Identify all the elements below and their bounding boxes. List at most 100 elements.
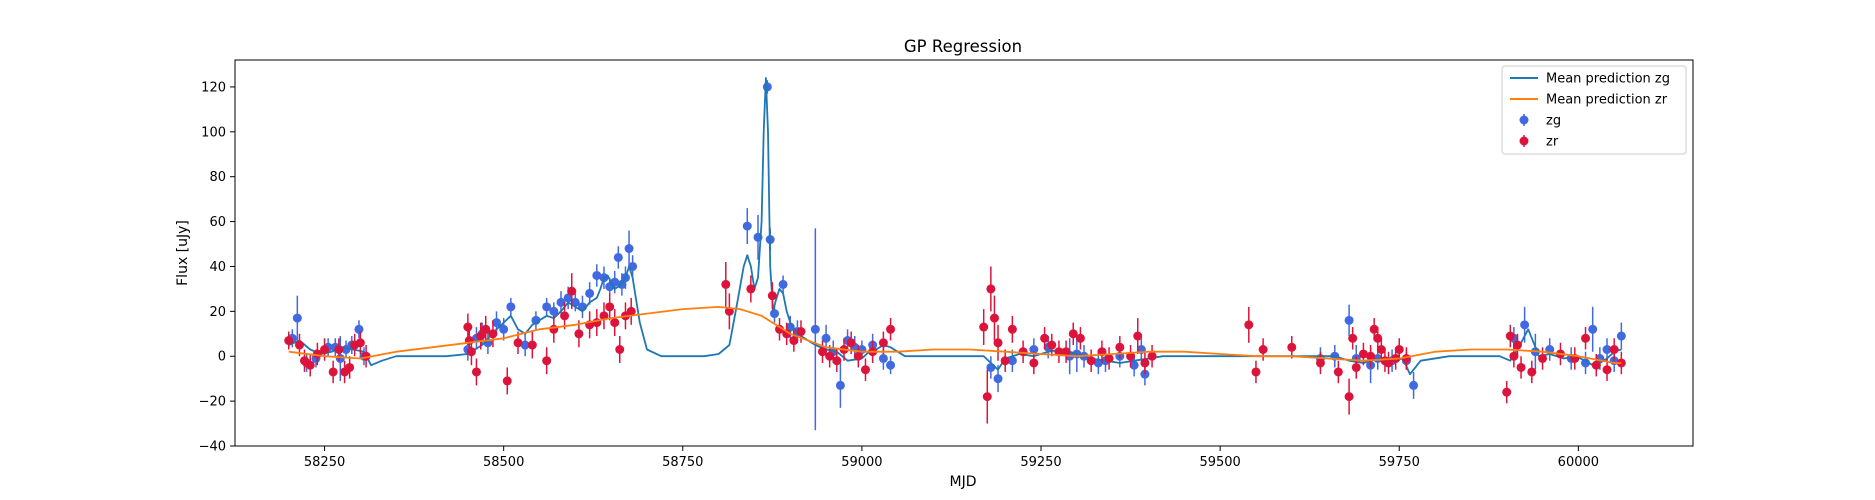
- data-point-zg: [1588, 324, 1598, 334]
- data-point-zr: [471, 367, 481, 377]
- data-point-zr: [463, 322, 473, 332]
- data-point-zr: [560, 311, 570, 321]
- data-point-zg: [335, 353, 345, 363]
- data-point-zr: [1527, 367, 1537, 377]
- y-tick-label: 40: [209, 260, 226, 275]
- data-point-zr: [1029, 358, 1039, 368]
- data-point-zr: [328, 367, 338, 377]
- data-point-zr: [1502, 387, 1512, 397]
- legend-label: Mean prediction zr: [1546, 93, 1668, 108]
- data-point-zr: [574, 329, 584, 339]
- data-point-zr: [982, 392, 992, 402]
- data-point-zr: [1007, 324, 1017, 334]
- data-point-zr: [294, 340, 304, 350]
- data-point-zr: [1061, 347, 1071, 357]
- data-point-zr: [1394, 345, 1404, 354]
- data-point-zr: [989, 313, 999, 323]
- data-point-zr: [1104, 353, 1114, 363]
- y-tick-label: 20: [209, 305, 226, 320]
- data-point-zr: [1351, 362, 1361, 372]
- legend-label: Mean prediction zg: [1546, 72, 1670, 87]
- data-point-zr: [993, 338, 1003, 348]
- series-zg-points: [287, 80, 1626, 431]
- data-point-zr: [1140, 358, 1150, 368]
- y-axis: −40 −20 0 20 40 60 80 100 120: [199, 80, 235, 455]
- data-point-zr: [1040, 333, 1050, 343]
- data-point-zg: [499, 324, 509, 334]
- data-point-zr: [846, 338, 856, 348]
- data-point-zr: [1068, 329, 1078, 339]
- data-point-zr: [1373, 333, 1383, 343]
- data-point-zr: [775, 324, 785, 334]
- y-tick-label: 120: [201, 80, 226, 95]
- data-point-zr: [1344, 392, 1354, 402]
- y-tick-label: 0: [218, 350, 226, 365]
- data-point-zr: [1509, 351, 1519, 361]
- data-point-zr: [1333, 367, 1343, 377]
- x-tick-label: 58500: [483, 455, 524, 470]
- data-point-zr: [481, 324, 491, 334]
- y-tick-label: 80: [209, 170, 226, 185]
- x-tick-label: 59750: [1379, 455, 1420, 470]
- data-point-zr: [626, 306, 636, 316]
- data-point-zr: [1602, 365, 1612, 375]
- data-point-zr: [605, 302, 615, 312]
- legend: Mean prediction zg Mean prediction zr zg zr: [1501, 65, 1687, 155]
- data-point-zg: [585, 288, 595, 298]
- y-axis-label: Flux [uJy]: [175, 220, 191, 286]
- data-point-zr: [476, 331, 486, 341]
- data-point-zr: [527, 340, 537, 350]
- data-point-zr: [334, 345, 344, 354]
- data-point-zg: [1129, 360, 1139, 370]
- data-point-zg: [778, 279, 788, 289]
- data-point-zr: [746, 284, 756, 294]
- data-point-zr: [610, 318, 620, 328]
- x-tick-label: 59250: [1020, 455, 1061, 470]
- data-point-zg: [1520, 320, 1530, 330]
- data-point-zr: [1581, 333, 1591, 343]
- data-point-zr: [1000, 356, 1010, 366]
- data-point-zr: [825, 351, 835, 361]
- data-point-zg: [810, 324, 820, 334]
- data-point-zg: [492, 318, 502, 328]
- data-point-zg: [292, 313, 302, 323]
- data-point-zr: [1512, 340, 1522, 350]
- data-point-zr: [1609, 345, 1619, 354]
- legend-label: zr: [1546, 135, 1559, 150]
- data-point-zg: [1007, 356, 1017, 366]
- data-point-zr: [1538, 353, 1548, 363]
- data-point-zr: [1516, 362, 1526, 372]
- x-axis-label: MJD: [950, 474, 977, 490]
- data-point-zg: [769, 309, 779, 319]
- data-point-zg: [1602, 345, 1612, 354]
- data-point-zg: [617, 279, 627, 289]
- y-tick-label: 100: [201, 125, 226, 140]
- y-tick-label: −20: [199, 395, 226, 410]
- data-point-zr: [1075, 333, 1085, 343]
- plot-marks: [284, 77, 1626, 431]
- data-point-zr: [1047, 340, 1057, 350]
- data-point-zg: [520, 340, 530, 350]
- data-point-zg: [542, 302, 552, 312]
- x-tick-label: 58250: [304, 455, 345, 470]
- data-point-zr: [305, 360, 315, 370]
- chart-title: GP Regression: [904, 37, 1022, 56]
- x-tick-label: 59000: [841, 455, 882, 470]
- data-point-zr: [832, 356, 842, 366]
- data-point-zr: [320, 345, 330, 354]
- data-point-zr: [853, 351, 863, 361]
- x-tick-label: 58750: [662, 455, 703, 470]
- data-point-zr: [1376, 345, 1386, 354]
- data-point-zr: [1505, 331, 1515, 341]
- data-point-zr: [878, 338, 888, 348]
- data-point-zr: [1251, 367, 1261, 377]
- data-point-zr: [979, 322, 989, 332]
- data-point-zg: [1616, 331, 1626, 341]
- data-point-zr: [284, 336, 294, 346]
- data-point-zg: [556, 297, 566, 307]
- series-zr-points: [284, 261, 1626, 424]
- data-point-zr: [567, 286, 577, 296]
- data-point-zg: [549, 306, 559, 316]
- data-point-zr: [1126, 351, 1136, 361]
- data-point-zg: [506, 302, 516, 312]
